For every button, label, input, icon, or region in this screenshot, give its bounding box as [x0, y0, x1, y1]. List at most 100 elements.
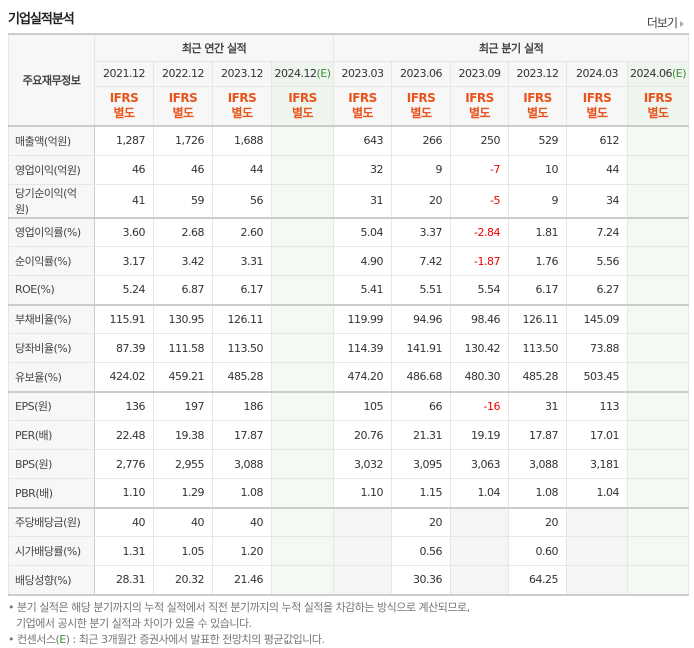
ifrs-label: IFRS — [227, 90, 257, 105]
row-label: 영업이익률(%) — [8, 216, 95, 247]
value-cell: 503.45 — [566, 362, 629, 392]
value-cell: 3,063 — [450, 449, 510, 479]
value-cell — [270, 390, 335, 421]
value-cell: 3,088 — [508, 449, 568, 479]
ifrs-label: IFRS — [348, 90, 377, 105]
ifrs-label: IFRS — [465, 90, 494, 105]
value-cell: 1.29 — [153, 478, 213, 508]
value-cell: 1.04 — [566, 478, 629, 508]
value-cell: 40 — [153, 506, 213, 537]
period-header: 2023.06 — [391, 60, 452, 87]
value-cell: -16 — [450, 390, 510, 421]
value-cell: 1.05 — [153, 536, 213, 566]
value-cell — [627, 183, 690, 218]
value-cell — [270, 183, 335, 218]
table-row: ROE(%) 5.24 6.87 6.17 5.41 5.51 5.54 6.17 6.27 — [8, 275, 690, 305]
value-cell: 1.20 — [212, 536, 272, 566]
value-cell: 459.21 — [153, 362, 213, 392]
accounting-basis: IFRS 별도 — [153, 85, 213, 127]
value-cell: 3.60 — [94, 216, 154, 247]
value-cell: 612 — [566, 125, 629, 156]
value-cell: 111.58 — [153, 333, 213, 363]
annual-group-header: 최근 연간 실적 — [93, 33, 335, 62]
value-cell — [627, 449, 690, 479]
section-title: 기업실적분석 — [8, 12, 75, 27]
value-cell: 1.31 — [94, 536, 154, 566]
value-cell — [333, 506, 393, 537]
ifrs-label: IFRS — [523, 90, 552, 105]
value-cell: 113 — [566, 390, 629, 421]
note-1-text: 분기 실적은 해당 분기까지의 누적 실적에서 직전 분기까지의 누적 실적을 … — [17, 601, 470, 614]
table-row: 배당성향(%) 28.31 20.32 21.46 30.36 64.25 — [8, 565, 690, 595]
value-cell: 126.11 — [212, 303, 272, 334]
value-cell: 424.02 — [94, 362, 154, 392]
value-cell: 19.38 — [153, 420, 213, 450]
value-cell: 1.81 — [508, 216, 568, 247]
value-cell: 5.51 — [391, 275, 452, 305]
table-row: 당좌비율(%) 87.39 111.58 113.50 114.39 141.91 130.… — [8, 333, 690, 363]
value-cell: 9 — [508, 183, 568, 218]
period-label: 2023.12 — [516, 67, 560, 80]
table-row: EPS(원) 136 197 186 105 66 -16 31 113 — [8, 390, 690, 421]
table-row: 영업이익률(%) 3.60 2.68 2.60 5.04 3.37 -2.84 1.81 7.2… — [8, 216, 690, 247]
value-cell — [450, 506, 510, 537]
value-cell: 6.17 — [508, 275, 568, 305]
value-cell: 1,287 — [94, 125, 154, 156]
row-label: 주당배당금(원) — [8, 506, 95, 537]
value-cell — [627, 478, 690, 508]
arrow-right-icon — [680, 20, 684, 27]
value-cell: 130.42 — [450, 333, 510, 363]
header-label: 주요재무정보 — [8, 33, 95, 127]
value-cell: 0.56 — [391, 536, 452, 566]
value-cell — [627, 303, 690, 334]
value-cell: 1.10 — [333, 478, 393, 508]
table-row: 영업이익(억원) 46 46 44 32 9 -7 10 44 — [8, 154, 690, 185]
value-cell: 94.96 — [391, 303, 452, 334]
value-cell: 113.50 — [508, 333, 568, 363]
value-cell: 114.39 — [333, 333, 393, 363]
value-cell: 1.04 — [450, 478, 510, 508]
value-cell — [270, 478, 335, 508]
value-cell: 20 — [508, 506, 568, 537]
value-cell: 486.68 — [391, 362, 452, 392]
value-cell: 485.28 — [212, 362, 272, 392]
table-row: 주당배당금(원) 40 40 40 20 20 — [8, 506, 690, 537]
value-cell: 1,688 — [212, 125, 272, 156]
financial-table: 주요재무정보 최근 연간 실적 최근 분기 실적 2021.12 2022.12 2023… — [8, 33, 690, 596]
note-1: • 분기 실적은 해당 분기까지의 누적 실적에서 직전 분기까지의 누적 실적… — [8, 601, 470, 614]
value-cell — [270, 246, 335, 276]
basis-label: 별도 — [231, 105, 253, 120]
value-cell: 474.20 — [333, 362, 393, 392]
period-label: 2024.06 — [630, 67, 673, 80]
basis-label: 별도 — [410, 105, 432, 120]
value-cell — [627, 420, 690, 450]
period-label: 2022.12 — [162, 67, 205, 80]
value-cell: -2.84 — [450, 216, 510, 247]
value-cell — [627, 333, 690, 363]
table-row: 순이익률(%) 3.17 3.42 3.31 4.90 7.42 -1.87 1.76 5.56 — [8, 246, 690, 276]
value-cell: 17.87 — [212, 420, 272, 450]
basis-label: 별도 — [468, 105, 491, 120]
value-cell: 1.76 — [508, 246, 568, 276]
value-cell: 20 — [391, 506, 452, 537]
value-cell — [270, 303, 335, 334]
more-link[interactable]: 더보기 — [647, 14, 684, 31]
row-label: 당좌비율(%) — [8, 333, 95, 363]
value-cell: 186 — [212, 390, 272, 421]
value-cell — [627, 125, 690, 156]
table-row: PER(배) 22.48 19.38 17.87 20.76 21.31 19.19 17.8… — [8, 420, 690, 450]
value-cell: 44 — [212, 154, 272, 185]
value-cell — [270, 154, 335, 185]
row-label: EPS(원) — [8, 390, 95, 421]
footnotes: • 분기 실적은 해당 분기까지의 누적 실적에서 직전 분기까지의 누적 실적… — [8, 600, 470, 648]
value-cell: 5.04 — [333, 216, 393, 247]
value-cell: 3.37 — [391, 216, 452, 247]
value-cell: 10 — [508, 154, 568, 185]
value-cell — [270, 216, 335, 247]
value-cell: 3.42 — [153, 246, 213, 276]
value-cell: 115.91 — [94, 303, 154, 334]
value-cell: 22.48 — [94, 420, 154, 450]
ifrs-label: IFRS — [643, 90, 673, 105]
value-cell — [566, 565, 629, 595]
note-2-suffix: ) : 최근 3개월간 증권사에서 발표한 전망치의 평균값입니다. — [65, 633, 325, 646]
